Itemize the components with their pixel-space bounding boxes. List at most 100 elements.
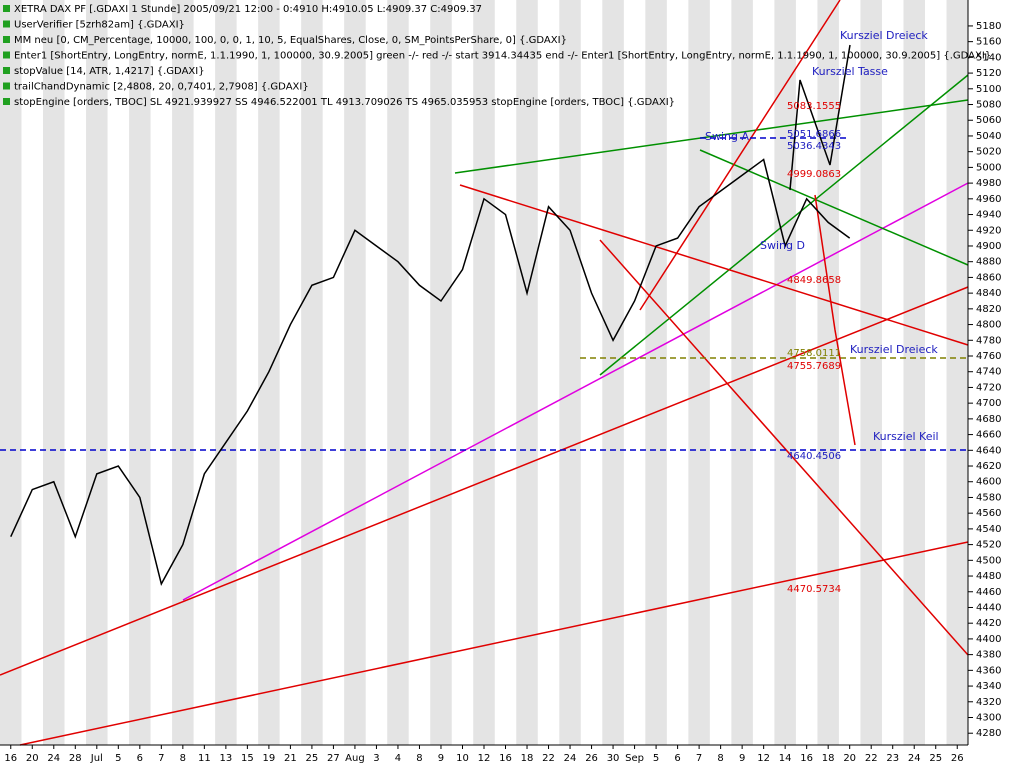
x-tick-label: 27: [327, 753, 340, 764]
x-tick-label: 6: [137, 753, 143, 764]
y-tick-label: 4760: [976, 351, 1001, 362]
x-tick-label: 8: [180, 753, 186, 764]
x-tick-label: 24: [47, 753, 60, 764]
y-tick-label: 4440: [976, 602, 1001, 613]
annotation: Kursziel Keil: [873, 430, 939, 443]
x-tick-label: 12: [478, 753, 491, 764]
trend-line: [599, 239, 969, 656]
y-tick-label: 4660: [976, 430, 1001, 441]
y-tick-label: 4920: [976, 225, 1001, 236]
y-tick-label: 4340: [976, 681, 1001, 692]
y-tick-label: 5180: [976, 21, 1001, 32]
x-tick-label: 16: [499, 753, 512, 764]
y-tick-label: 4300: [976, 712, 1001, 723]
trend-line: [19, 541, 969, 746]
day-stripe: [516, 0, 538, 745]
x-tick-label: 18: [822, 753, 835, 764]
y-tick-label: 4560: [976, 508, 1001, 519]
y-tick-label: 4280: [976, 728, 1001, 739]
y-tick-label: 4400: [976, 634, 1001, 645]
x-tick-label: 12: [757, 753, 770, 764]
day-stripe: [301, 0, 323, 745]
day-stripe: [86, 0, 108, 745]
day-stripe: [43, 0, 65, 745]
y-tick-label: 4700: [976, 398, 1001, 409]
trend-line: [459, 184, 969, 346]
x-tick-label: 18: [521, 753, 534, 764]
x-tick-label: 7: [158, 753, 164, 764]
day-stripe: [602, 0, 624, 745]
x-tick-label: 25: [929, 753, 942, 764]
y-tick-label: 4480: [976, 571, 1001, 582]
day-stripe: [903, 0, 925, 745]
y-tick-label: 4900: [976, 241, 1001, 252]
x-tick-label: 9: [438, 753, 444, 764]
trend-line: [699, 149, 969, 266]
day-stripe: [645, 0, 667, 745]
header-icon: [3, 98, 10, 105]
target-arrow: [789, 44, 851, 191]
header-line: MM neu [0, CM_Percentage, 10000, 100, 0,…: [14, 35, 567, 46]
y-tick-label: 4540: [976, 524, 1001, 535]
trend-line: [0, 286, 969, 676]
y-tick-label: 4780: [976, 335, 1001, 346]
annotations: Kursziel Dreieck Kursziel Tasse Kursziel…: [705, 29, 939, 595]
x-tick-label: 8: [416, 753, 422, 764]
y-tick-label: 4820: [976, 304, 1001, 315]
x-tick-label: 24: [564, 753, 577, 764]
y-tick-label: 4680: [976, 414, 1001, 425]
y-tick-label: 4580: [976, 492, 1001, 503]
y-tick-label: 4960: [976, 194, 1001, 205]
header-line: stopValue [14, ATR, 1,4217] {.GDAXI}: [14, 66, 205, 77]
day-stripes: [0, 0, 968, 745]
y-tick-label: 4600: [976, 477, 1001, 488]
y-tick-label: 4720: [976, 382, 1001, 393]
y-tick-label: 4860: [976, 272, 1001, 283]
x-tick-label: 3: [373, 753, 379, 764]
x-tick-label: 25: [306, 753, 319, 764]
x-tick-label: 28: [69, 753, 82, 764]
y-tick-label: 4800: [976, 320, 1001, 331]
y-tick-label: 4940: [976, 210, 1001, 221]
day-stripe: [172, 0, 194, 745]
x-tick-label: 5: [653, 753, 659, 764]
y-tick-label: 4320: [976, 697, 1001, 708]
x-tick-label: 14: [779, 753, 792, 764]
annotation: Swing D: [760, 239, 805, 252]
y-tick-label: 5100: [976, 84, 1001, 95]
level-label: 4758.0111: [787, 348, 841, 359]
x-tick-label: 26: [951, 753, 964, 764]
x-tick-label: 9: [739, 753, 745, 764]
header-icon: [3, 51, 10, 59]
day-stripe: [817, 0, 839, 745]
x-tick-label: 16: [4, 753, 17, 764]
day-stripe: [344, 0, 366, 745]
x-tick-label: 22: [865, 753, 878, 764]
header-line: Enter1 [ShortEntry, LongEntry, normE, 1.…: [14, 51, 991, 62]
annotation: Swing A: [705, 130, 749, 143]
y-tick-label: 4460: [976, 587, 1001, 598]
x-tick-label: 6: [674, 753, 680, 764]
header-icon: [3, 5, 10, 12]
day-stripe: [559, 0, 581, 745]
plot-area: [10, 158, 851, 586]
level-label: 4470.5734: [787, 584, 841, 595]
day-stripe: [215, 0, 237, 745]
day-stripe: [129, 0, 151, 745]
y-tick-label: 4880: [976, 257, 1001, 268]
day-stripe: [387, 0, 409, 745]
y-tick-label: 5060: [976, 115, 1001, 126]
header-icon: [3, 36, 10, 43]
x-tick-label: 21: [284, 753, 297, 764]
y-tick-label: 4740: [976, 367, 1001, 378]
header-line: trailChandDynamic [2,4808, 20, 0,7401, 2…: [14, 82, 309, 93]
y-tick-label: 4980: [976, 178, 1001, 189]
day-stripe: [688, 0, 710, 745]
x-tick-label: 20: [26, 753, 39, 764]
y-tick-label: 5120: [976, 68, 1001, 79]
day-stripe: [731, 0, 753, 745]
day-stripe: [473, 0, 495, 745]
x-tick-label: 24: [908, 753, 921, 764]
header-icon: [3, 20, 10, 28]
